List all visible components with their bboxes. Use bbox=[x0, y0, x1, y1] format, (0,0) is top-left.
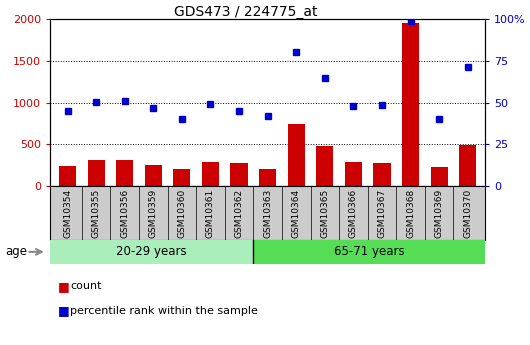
Bar bbox=[288, 124, 305, 186]
Text: age: age bbox=[5, 245, 28, 258]
Text: GSM10365: GSM10365 bbox=[320, 189, 329, 238]
Text: GSM10354: GSM10354 bbox=[63, 189, 72, 238]
Bar bbox=[59, 166, 76, 186]
Bar bbox=[50, 240, 253, 264]
Text: GSM10360: GSM10360 bbox=[178, 189, 187, 238]
Text: percentile rank within the sample: percentile rank within the sample bbox=[70, 306, 258, 315]
Bar bbox=[145, 165, 162, 186]
Bar bbox=[259, 169, 276, 186]
Bar bbox=[316, 146, 333, 186]
Text: GSM10361: GSM10361 bbox=[206, 189, 215, 238]
Text: count: count bbox=[70, 282, 102, 291]
Text: 20-29 years: 20-29 years bbox=[117, 245, 187, 258]
Bar bbox=[116, 159, 133, 186]
Bar bbox=[253, 240, 485, 264]
Bar bbox=[231, 163, 248, 186]
Text: GSM10368: GSM10368 bbox=[406, 189, 415, 238]
Text: GSM10367: GSM10367 bbox=[377, 189, 386, 238]
Bar bbox=[173, 169, 190, 186]
Bar bbox=[345, 161, 362, 186]
Text: GDS473 / 224775_at: GDS473 / 224775_at bbox=[174, 5, 317, 19]
Text: GSM10362: GSM10362 bbox=[235, 189, 244, 238]
Text: GSM10366: GSM10366 bbox=[349, 189, 358, 238]
Text: GSM10356: GSM10356 bbox=[120, 189, 129, 238]
Text: GSM10355: GSM10355 bbox=[92, 189, 101, 238]
Bar bbox=[202, 161, 219, 186]
Text: GSM10364: GSM10364 bbox=[292, 189, 301, 238]
Bar bbox=[87, 159, 105, 186]
Bar bbox=[374, 163, 391, 186]
Text: GSM10363: GSM10363 bbox=[263, 189, 272, 238]
Text: ■: ■ bbox=[58, 304, 69, 317]
Text: GSM10359: GSM10359 bbox=[149, 189, 158, 238]
Bar bbox=[430, 167, 448, 186]
Text: GSM10370: GSM10370 bbox=[463, 189, 472, 238]
Bar bbox=[459, 145, 476, 186]
Bar bbox=[402, 23, 419, 186]
Text: ■: ■ bbox=[58, 280, 69, 293]
Text: GSM10369: GSM10369 bbox=[435, 189, 444, 238]
Text: 65-71 years: 65-71 years bbox=[334, 245, 404, 258]
